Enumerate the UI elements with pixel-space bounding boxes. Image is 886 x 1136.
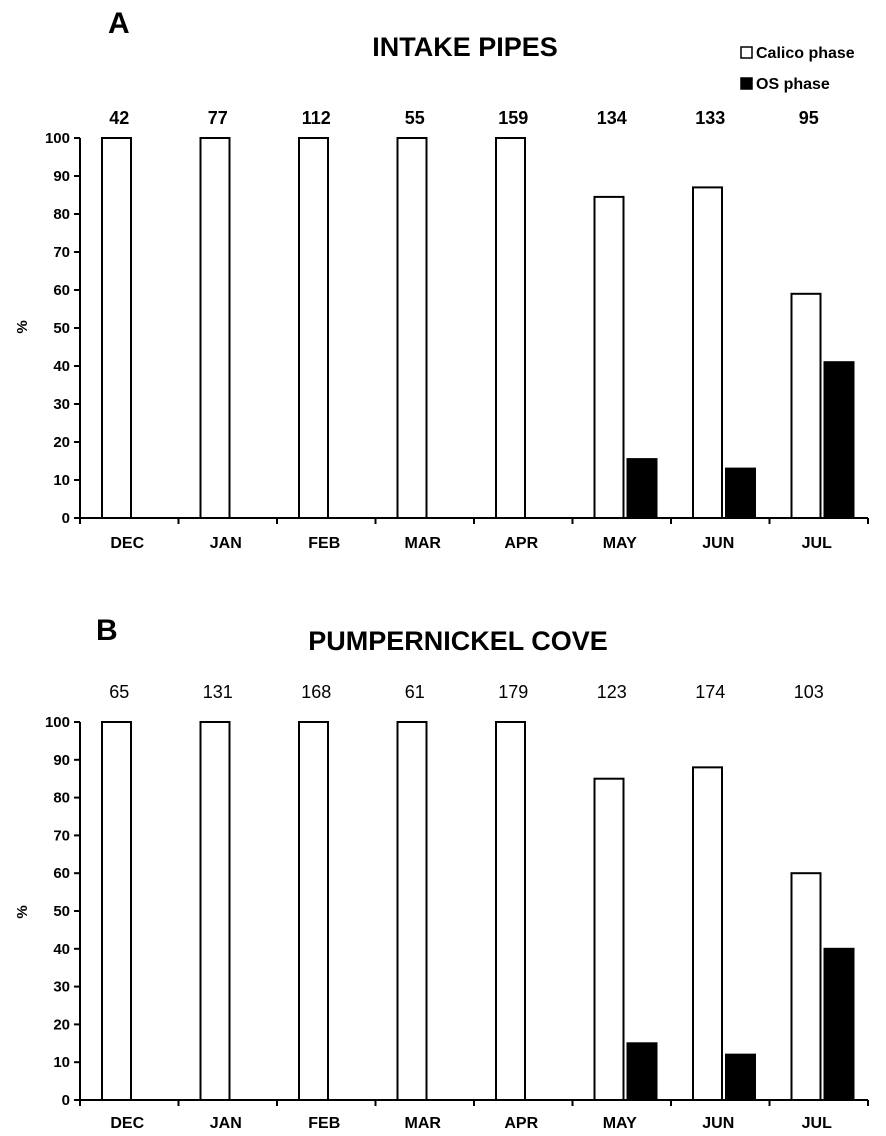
y-tick-label: 10 bbox=[53, 1054, 70, 1071]
sample-count-label: 134 bbox=[597, 108, 627, 128]
sample-count-label: 174 bbox=[695, 682, 725, 702]
sample-count-label: 179 bbox=[498, 682, 528, 702]
legend-label-os: OS phase bbox=[756, 76, 830, 93]
x-tick-label: MAY bbox=[603, 1115, 637, 1132]
sample-count-label: 77 bbox=[208, 108, 228, 128]
sample-count-label: 168 bbox=[301, 682, 331, 702]
y-tick-label: 50 bbox=[53, 320, 70, 337]
y-tick-label: 20 bbox=[53, 434, 70, 451]
y-tick-label: 100 bbox=[45, 130, 70, 147]
x-tick-label: JUN bbox=[702, 535, 734, 552]
x-tick-label: JUN bbox=[702, 1115, 734, 1132]
bar-calico bbox=[199, 137, 231, 519]
y-tick-label: 70 bbox=[53, 244, 70, 261]
x-tick-label: JAN bbox=[210, 535, 242, 552]
y-tick-label: 30 bbox=[53, 979, 70, 996]
bar-calico bbox=[101, 137, 132, 519]
panel-letter-b: B bbox=[96, 614, 118, 647]
bar-calico bbox=[396, 721, 428, 1101]
y-tick-label: 90 bbox=[53, 168, 70, 185]
bar-calico bbox=[593, 195, 625, 519]
bar-calico bbox=[396, 137, 428, 519]
y-tick-label: 80 bbox=[53, 206, 70, 223]
bar-calico bbox=[101, 721, 132, 1101]
y-tick-label: 0 bbox=[62, 510, 70, 527]
y-tick-label: 20 bbox=[53, 1016, 70, 1033]
x-tick-label: JUL bbox=[802, 1115, 832, 1132]
x-tick-label: APR bbox=[504, 535, 538, 552]
x-tick-label: APR bbox=[504, 1115, 538, 1132]
x-tick-label: DEC bbox=[110, 535, 144, 552]
y-tick-label: 70 bbox=[53, 827, 70, 844]
x-tick-label: MAY bbox=[603, 535, 637, 552]
sample-count-label: 42 bbox=[109, 108, 129, 128]
chart-title-b: PUMPERNICKEL COVE bbox=[308, 626, 608, 656]
bar-os bbox=[626, 1042, 658, 1102]
bar-calico bbox=[790, 872, 822, 1102]
x-tick-label: JAN bbox=[210, 1115, 242, 1132]
chart-panel-b: B PUMPERNICKEL COVE % 0 10 20 30 40 50 60 70 80 9… bbox=[14, 614, 869, 1132]
sample-count-label: 159 bbox=[498, 108, 528, 128]
bar-os bbox=[823, 361, 855, 520]
sample-count-label: 131 bbox=[203, 682, 233, 702]
plot-area-a: 0 10 20 30 40 50 60 70 80 90 100 42 DEC 77 JAN 112 FEB 55… bbox=[45, 108, 869, 552]
sample-count-label: 133 bbox=[695, 108, 725, 128]
chart-title-a: INTAKE PIPES bbox=[372, 32, 558, 62]
sample-count-label: 103 bbox=[794, 682, 824, 702]
y-tick-label: 90 bbox=[53, 752, 70, 769]
bar-os bbox=[725, 1053, 756, 1102]
y-axis-label-a: % bbox=[14, 320, 31, 333]
bar-calico bbox=[692, 186, 723, 519]
y-axis-label-b: % bbox=[14, 905, 31, 918]
y-tick-label: 50 bbox=[53, 903, 70, 920]
bar-os bbox=[725, 467, 756, 520]
bar-calico bbox=[298, 137, 329, 519]
sample-count-label: 61 bbox=[405, 682, 425, 702]
bar-calico bbox=[495, 137, 526, 519]
bar-calico bbox=[298, 721, 329, 1101]
y-tick-label: 0 bbox=[62, 1092, 70, 1109]
y-tick-label: 80 bbox=[53, 790, 70, 807]
x-tick-label: FEB bbox=[308, 535, 340, 552]
y-tick-label: 30 bbox=[53, 396, 70, 413]
legend: Calico phase OS phase bbox=[740, 45, 855, 93]
sample-count-label: 55 bbox=[405, 108, 425, 128]
sample-count-label: 95 bbox=[799, 108, 819, 128]
y-tick-label: 10 bbox=[53, 472, 70, 489]
x-tick-label: FEB bbox=[308, 1115, 340, 1132]
sample-count-label: 65 bbox=[109, 682, 129, 702]
y-tick-label: 100 bbox=[45, 714, 70, 731]
sample-count-label: 123 bbox=[597, 682, 627, 702]
x-tick-label: MAR bbox=[405, 1115, 442, 1132]
bar-calico bbox=[790, 292, 822, 519]
legend-swatch-calico bbox=[740, 46, 753, 59]
bar-calico bbox=[593, 777, 625, 1101]
y-tick-label: 60 bbox=[53, 865, 70, 882]
plot-area-b: 0 10 20 30 40 50 60 70 80 90 100 65 DEC 131 JAN 168 FEB 6… bbox=[45, 682, 869, 1132]
bar-calico bbox=[199, 721, 231, 1101]
legend-label-calico: Calico phase bbox=[756, 45, 855, 62]
sample-count-label: 112 bbox=[302, 108, 331, 128]
panel-letter-a: A bbox=[108, 7, 130, 40]
chart-panel-a: A INTAKE PIPES % 0 10 20 30 40 50 60 70 80 90 100 4… bbox=[14, 7, 869, 552]
bar-calico bbox=[692, 766, 723, 1101]
legend-swatch-os bbox=[740, 77, 753, 90]
bar-os bbox=[626, 458, 658, 520]
x-tick-label: JUL bbox=[802, 535, 832, 552]
x-tick-label: MAR bbox=[405, 535, 442, 552]
bar-calico bbox=[495, 721, 526, 1101]
bar-os bbox=[823, 947, 855, 1101]
y-tick-label: 40 bbox=[53, 941, 70, 958]
x-tick-label: DEC bbox=[110, 1115, 144, 1132]
y-tick-label: 40 bbox=[53, 358, 70, 375]
y-tick-label: 60 bbox=[53, 282, 70, 299]
